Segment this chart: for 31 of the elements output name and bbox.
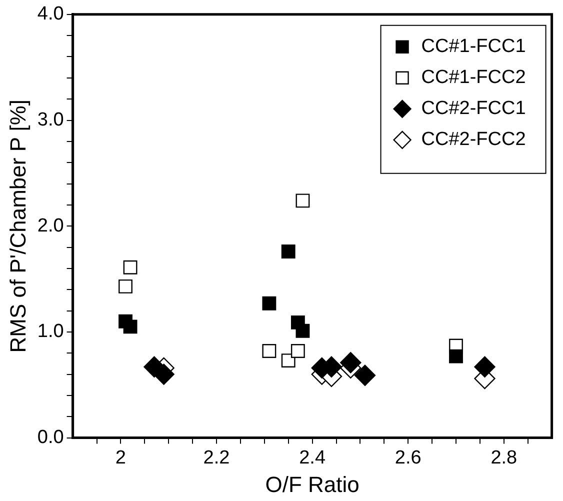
point: [290, 344, 305, 358]
x-tick-label: 2.6: [394, 447, 422, 468]
point: [281, 354, 296, 368]
legend-label: CC#1-FCC2: [421, 67, 526, 88]
point: [123, 320, 138, 334]
legend-label: CC#2-FCC1: [421, 98, 526, 120]
point: [296, 324, 310, 338]
point: [118, 279, 132, 294]
x-tick-label: 2.2: [203, 447, 230, 468]
y-tick-label: 3.0: [37, 109, 64, 130]
x-tick-label: 2.4: [299, 447, 326, 468]
y-tick-label: 4.0: [37, 4, 64, 25]
x-axis-title: O/F Ratio: [265, 472, 360, 497]
point: [354, 364, 376, 386]
x-tick-label: 2: [115, 447, 126, 468]
point: [262, 296, 276, 310]
point: [449, 349, 463, 364]
point: [474, 356, 496, 378]
point: [281, 244, 296, 258]
legend-label: CC#1-FCC1: [421, 36, 526, 58]
x-tick-label: 2.8: [490, 447, 518, 468]
point: [262, 344, 276, 358]
point: [340, 352, 362, 374]
y-tick-label: 0.0: [37, 427, 64, 448]
point: [296, 194, 310, 208]
y-axis-title: RMS of P'/Chamber P [%]: [5, 99, 30, 353]
point: [153, 364, 174, 385]
y-tick-label: 1.0: [37, 321, 64, 342]
point: [123, 260, 138, 274]
y-tick-label: 2.0: [37, 215, 64, 236]
legend-label: CC#2-FCC2: [421, 129, 526, 150]
